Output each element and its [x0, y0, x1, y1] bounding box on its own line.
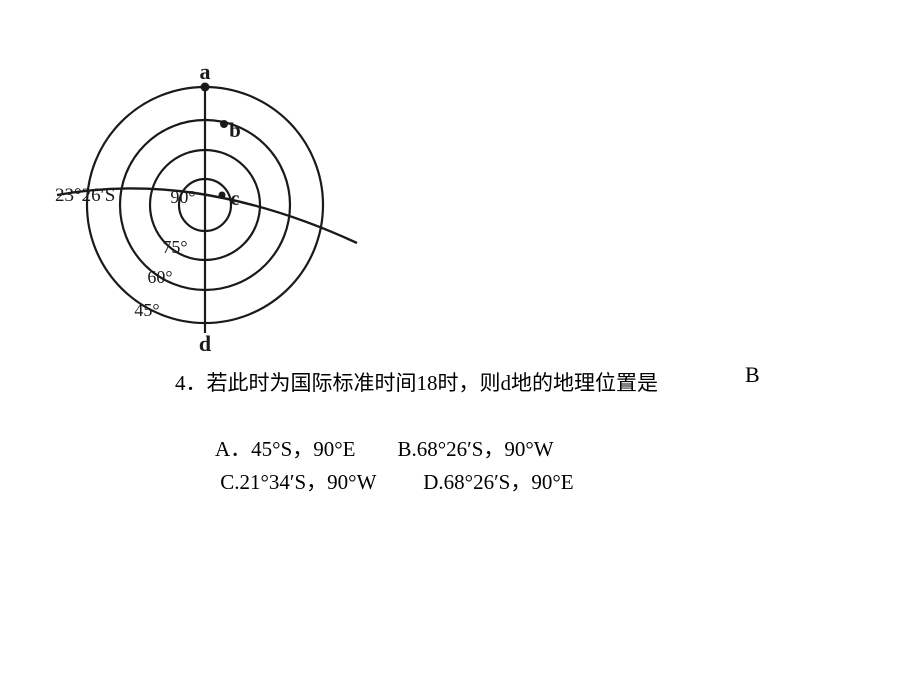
svg-text:90°: 90° [170, 187, 195, 207]
svg-text:75°: 75° [162, 237, 187, 257]
diagram-svg: a b c d 23°26′S 90° 75° 60° 45° [55, 55, 365, 355]
svg-text:c: c [231, 188, 240, 210]
geography-diagram: a b c d 23°26′S 90° 75° 60° 45° [55, 55, 365, 355]
question-body: 若此时为国际标准时间18时，则d地的地理位置是 [207, 371, 659, 395]
svg-text:45°: 45° [134, 300, 159, 320]
answer-indicator: B [745, 362, 760, 388]
options-row-1: A．45°S，90°E B.68°26′S，90°W [215, 433, 574, 466]
options-row-2: C.21°34′S，90°W D.68°26′S，90°E [215, 466, 574, 499]
svg-text:60°: 60° [147, 267, 172, 287]
svg-text:a: a [200, 59, 211, 84]
question-text: 4．若此时为国际标准时间18时，则d地的地理位置是 [175, 367, 658, 401]
question-number: 4． [175, 371, 207, 395]
svg-text:b: b [229, 118, 241, 142]
svg-text:d: d [199, 331, 211, 355]
svg-text:23°26′S: 23°26′S [55, 185, 115, 206]
answer-options: A．45°S，90°E B.68°26′S，90°W C.21°34′S，90°… [215, 433, 574, 498]
